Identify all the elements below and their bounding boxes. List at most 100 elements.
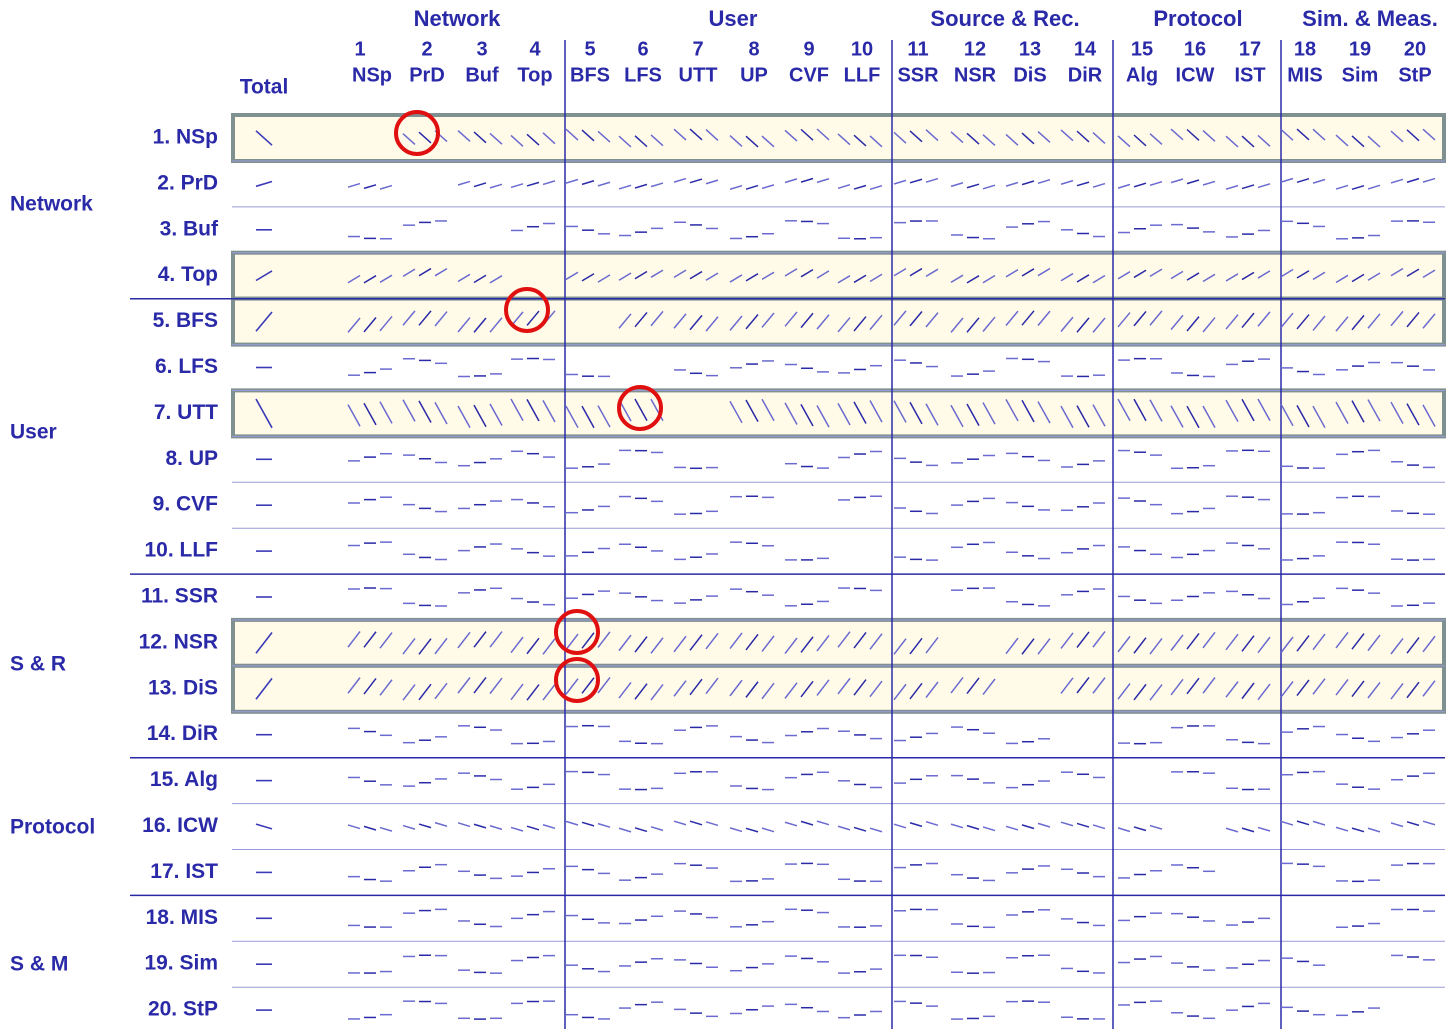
glyph [597, 405, 611, 428]
glyph [1296, 405, 1310, 428]
glyph [418, 400, 432, 423]
glyph [1296, 635, 1310, 652]
glyph [800, 403, 814, 427]
column-number: 13 [1019, 38, 1041, 60]
glyph [966, 132, 980, 145]
glyph [893, 683, 907, 701]
glyph [526, 684, 540, 701]
glyph [816, 128, 830, 141]
glyph [853, 826, 867, 832]
glyph [1296, 679, 1310, 697]
glyph [784, 311, 798, 327]
glyph [869, 827, 883, 833]
glyph [1021, 824, 1035, 830]
glyph [853, 184, 867, 190]
column-number: 9 [803, 38, 814, 60]
glyph [1312, 405, 1326, 429]
glyph [966, 183, 980, 189]
glyph [1280, 268, 1294, 278]
glyph [434, 821, 448, 827]
glyph [1351, 827, 1365, 833]
glyph [418, 310, 432, 326]
glyph [1202, 129, 1216, 142]
glyph [784, 682, 798, 699]
glyph [1005, 310, 1019, 326]
glyph [1133, 310, 1147, 327]
glyph [1225, 314, 1239, 330]
glyph [982, 316, 996, 332]
glyph [363, 184, 377, 190]
glyph [1037, 267, 1051, 277]
glyph [673, 128, 687, 141]
glyph [1280, 177, 1294, 183]
glyph [255, 130, 273, 146]
glyph [1149, 824, 1163, 830]
glyph [1133, 637, 1147, 654]
column-label: NSR [954, 64, 997, 86]
glyph [1005, 133, 1019, 146]
glyph [1186, 128, 1200, 141]
glyph [565, 128, 579, 141]
glyph [909, 267, 923, 277]
glyph [434, 402, 448, 425]
glyph [1406, 311, 1420, 328]
glyph [1005, 269, 1019, 278]
glyph [402, 638, 416, 655]
glyph [950, 676, 964, 694]
glyph [1351, 314, 1365, 331]
glyph [837, 631, 851, 648]
glyph [1170, 178, 1184, 184]
glyph [729, 679, 743, 697]
glyph [761, 312, 775, 328]
glyph [473, 317, 487, 333]
highlight-band [231, 663, 1446, 714]
glyph [1076, 181, 1090, 187]
glyph [1406, 268, 1420, 277]
glyph [1037, 822, 1051, 828]
row-label: 1. NSp [153, 126, 218, 149]
glyph [526, 133, 540, 146]
glyph [1296, 820, 1310, 826]
column-label: Top [517, 64, 552, 86]
glyph [650, 310, 664, 327]
glyph [784, 129, 798, 142]
row-label: 2. PrD [157, 171, 218, 194]
glyph [1202, 677, 1216, 694]
marker-circle [554, 657, 600, 703]
glyph [363, 825, 377, 831]
glyph [1257, 134, 1271, 147]
glyph [837, 133, 851, 146]
column-number: 19 [1349, 38, 1371, 60]
glyph [1335, 401, 1349, 424]
glyph [1021, 180, 1035, 186]
row-group-label: Network [10, 193, 93, 216]
glyph [1312, 271, 1326, 281]
glyph [1021, 310, 1035, 326]
glyph [418, 131, 432, 144]
glyph [434, 311, 448, 327]
glyph [1060, 129, 1074, 142]
glyph [418, 267, 432, 277]
glyph [1241, 682, 1255, 700]
glyph [1149, 684, 1163, 701]
glyph [1092, 317, 1106, 333]
glyph [1149, 310, 1163, 326]
glyph [1092, 182, 1106, 188]
glyph [618, 681, 632, 699]
glyph [1296, 128, 1310, 141]
glyph [966, 275, 980, 284]
row-label: 6. LFS [155, 355, 218, 378]
glyph [729, 274, 743, 283]
glyph [800, 820, 814, 826]
glyph [1241, 184, 1255, 190]
glyph [982, 402, 996, 425]
glyph [597, 181, 611, 187]
glyph [705, 821, 719, 827]
glyph [1406, 681, 1420, 699]
column-number: 10 [851, 38, 873, 60]
glyph [565, 271, 579, 281]
glyph [1406, 129, 1420, 142]
glyph [909, 310, 923, 327]
glyph [1280, 820, 1294, 826]
